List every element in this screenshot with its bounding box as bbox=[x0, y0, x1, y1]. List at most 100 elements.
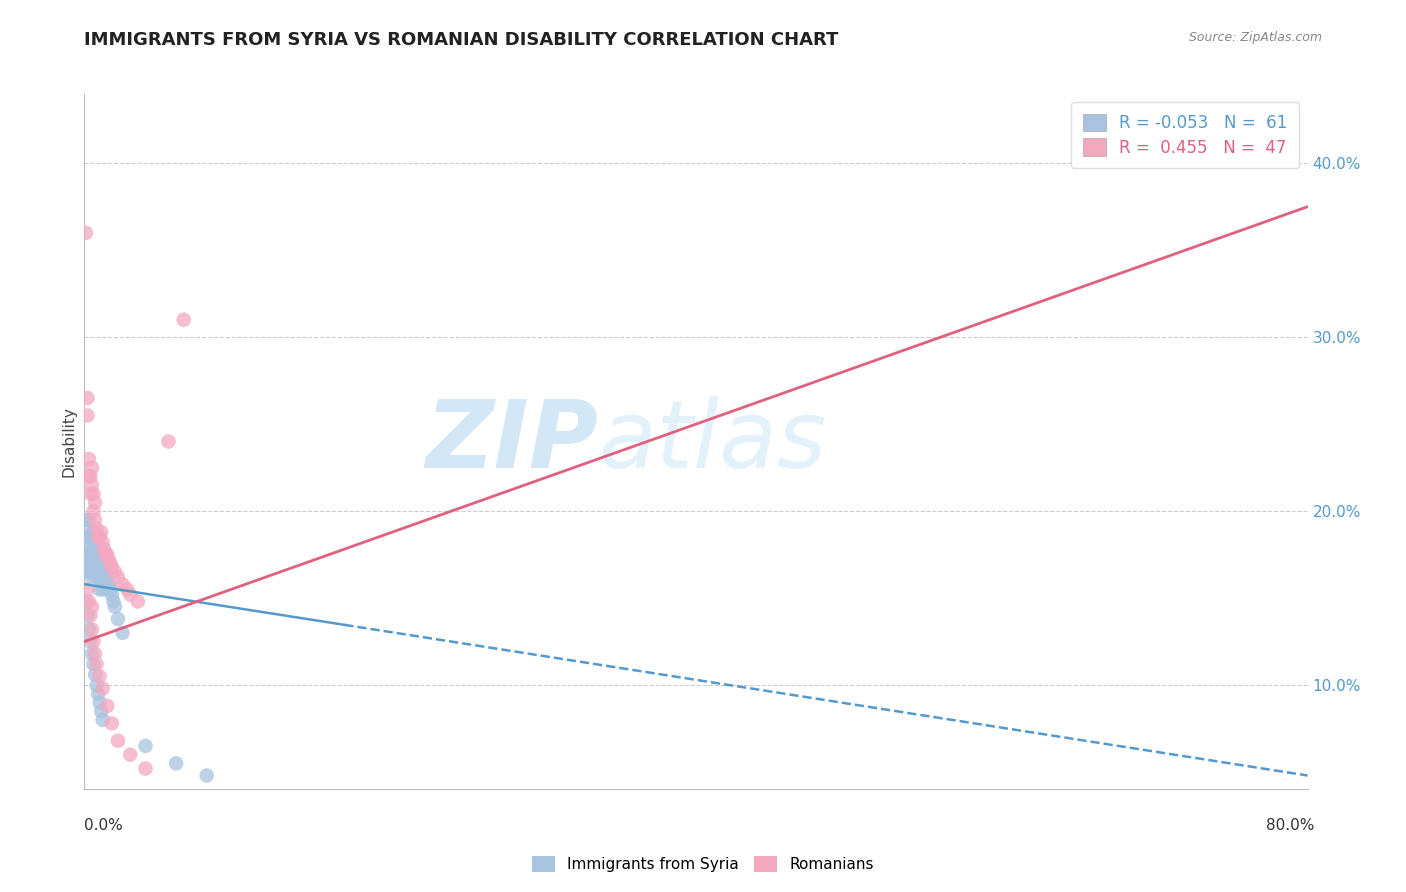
Point bbox=[195, 768, 218, 782]
Point bbox=[75, 530, 97, 544]
Point bbox=[84, 513, 107, 527]
Point bbox=[83, 559, 105, 574]
Point bbox=[86, 657, 108, 672]
Point bbox=[77, 623, 100, 637]
Point bbox=[77, 451, 100, 466]
Point bbox=[107, 570, 129, 584]
Point bbox=[83, 657, 105, 672]
Point bbox=[91, 713, 114, 727]
Point bbox=[80, 570, 103, 584]
Point bbox=[86, 535, 108, 549]
Point bbox=[96, 698, 118, 713]
Point bbox=[80, 623, 103, 637]
Point bbox=[89, 530, 111, 544]
Point bbox=[84, 647, 107, 661]
Point bbox=[76, 521, 98, 535]
Point bbox=[135, 739, 157, 753]
Point bbox=[83, 524, 105, 539]
Point bbox=[84, 530, 107, 544]
Point bbox=[75, 594, 97, 608]
Point bbox=[101, 588, 124, 602]
Point bbox=[104, 565, 127, 579]
Point bbox=[80, 535, 103, 549]
Point bbox=[120, 588, 142, 602]
Point bbox=[77, 548, 100, 562]
Point bbox=[90, 574, 112, 588]
Point bbox=[91, 535, 114, 549]
Legend: Immigrants from Syria, Romanians: Immigrants from Syria, Romanians bbox=[524, 848, 882, 880]
Point bbox=[90, 704, 112, 718]
Point bbox=[93, 542, 115, 557]
Point bbox=[83, 487, 105, 501]
Point bbox=[89, 669, 111, 683]
Point bbox=[79, 548, 101, 562]
Point bbox=[83, 504, 105, 518]
Point bbox=[80, 553, 103, 567]
Point bbox=[79, 530, 101, 544]
Point bbox=[83, 542, 105, 557]
Point bbox=[75, 548, 97, 562]
Point bbox=[89, 582, 111, 597]
Point bbox=[96, 570, 118, 584]
Point bbox=[76, 565, 98, 579]
Point bbox=[84, 495, 107, 509]
Point bbox=[94, 574, 117, 588]
Point bbox=[79, 487, 101, 501]
Point bbox=[101, 716, 124, 731]
Point bbox=[80, 478, 103, 492]
Point bbox=[77, 513, 100, 527]
Point bbox=[94, 548, 117, 562]
Point bbox=[87, 559, 110, 574]
Point bbox=[90, 524, 112, 539]
Point bbox=[127, 594, 149, 608]
Point bbox=[77, 559, 100, 574]
Point bbox=[76, 391, 98, 405]
Point bbox=[86, 678, 108, 692]
Point bbox=[80, 599, 103, 614]
Point bbox=[104, 599, 127, 614]
Point bbox=[97, 577, 120, 591]
Point bbox=[76, 539, 98, 553]
Point bbox=[86, 521, 108, 535]
Point bbox=[76, 608, 98, 623]
Point bbox=[107, 612, 129, 626]
Point bbox=[84, 565, 107, 579]
Text: atlas: atlas bbox=[598, 396, 827, 487]
Point bbox=[84, 667, 107, 681]
Point bbox=[89, 548, 111, 562]
Point bbox=[111, 577, 134, 591]
Point bbox=[87, 530, 110, 544]
Point bbox=[98, 582, 121, 597]
Point bbox=[83, 634, 105, 648]
Legend: R = -0.053   N =  61, R =  0.455   N =  47: R = -0.053 N = 61, R = 0.455 N = 47 bbox=[1071, 102, 1299, 169]
Point bbox=[79, 634, 101, 648]
Point bbox=[79, 565, 101, 579]
Point bbox=[79, 469, 101, 483]
Point bbox=[89, 696, 111, 710]
Point bbox=[86, 570, 108, 584]
Point bbox=[115, 582, 138, 597]
Point bbox=[91, 582, 114, 597]
Point bbox=[77, 530, 100, 544]
Text: 0.0%: 0.0% bbox=[84, 818, 124, 832]
Point bbox=[76, 582, 98, 597]
Y-axis label: Disability: Disability bbox=[60, 406, 76, 477]
Point bbox=[79, 608, 101, 623]
Point bbox=[101, 559, 124, 574]
Point bbox=[96, 548, 118, 562]
Point bbox=[75, 226, 97, 240]
Point bbox=[77, 594, 100, 608]
Point bbox=[89, 565, 111, 579]
Point bbox=[165, 756, 187, 771]
Point bbox=[80, 460, 103, 475]
Point bbox=[86, 553, 108, 567]
Point bbox=[111, 626, 134, 640]
Point bbox=[93, 559, 115, 574]
Point bbox=[107, 733, 129, 747]
Point bbox=[120, 747, 142, 762]
Point bbox=[77, 469, 100, 483]
Point bbox=[80, 647, 103, 661]
Point bbox=[90, 557, 112, 571]
Point bbox=[87, 542, 110, 557]
Text: 80.0%: 80.0% bbox=[1267, 818, 1315, 832]
